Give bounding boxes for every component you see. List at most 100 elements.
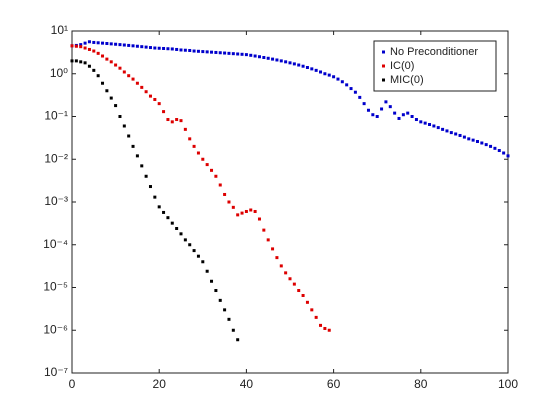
marker [323, 72, 327, 76]
marker [244, 209, 248, 213]
x-tick-label: 40 [240, 377, 254, 391]
marker [223, 192, 227, 196]
marker [345, 83, 349, 87]
marker [92, 68, 96, 72]
marker [319, 70, 323, 74]
marker [214, 50, 218, 54]
marker [236, 213, 240, 217]
marker [74, 44, 78, 48]
marker [87, 64, 91, 68]
marker [118, 66, 122, 70]
marker [162, 110, 166, 114]
marker [441, 127, 445, 131]
x-tick-label: 80 [414, 377, 428, 391]
marker [87, 47, 91, 51]
marker [406, 111, 410, 115]
marker [114, 63, 118, 67]
marker [153, 46, 157, 50]
y-tick-label: 10¹ [51, 23, 68, 37]
marker [157, 46, 161, 50]
marker [109, 60, 113, 64]
marker [218, 51, 222, 55]
x-tick-label: 60 [327, 377, 341, 391]
marker [493, 146, 497, 150]
marker [118, 115, 122, 118]
y-tick-label: 10⁻³ [44, 194, 68, 208]
marker [284, 271, 288, 275]
marker [362, 102, 366, 106]
marker [101, 81, 105, 85]
marker [301, 64, 305, 68]
marker [127, 134, 131, 138]
marker [497, 149, 501, 153]
marker [366, 108, 370, 112]
marker [122, 124, 126, 128]
legend-box [373, 40, 497, 92]
legend-marker [382, 78, 385, 82]
marker [96, 41, 100, 45]
marker [375, 115, 379, 118]
marker [214, 174, 218, 178]
marker [179, 48, 183, 52]
marker [480, 141, 484, 145]
marker [157, 102, 161, 106]
marker [188, 137, 192, 141]
marker [253, 54, 257, 58]
marker [201, 157, 205, 161]
marker [458, 133, 462, 137]
marker [218, 298, 222, 302]
marker [445, 129, 449, 133]
marker [148, 46, 152, 50]
marker [140, 45, 144, 49]
marker [166, 47, 170, 51]
marker [358, 95, 362, 99]
marker [314, 68, 318, 72]
marker [419, 120, 423, 124]
marker [231, 328, 235, 332]
legend-label: IC(0) [390, 60, 414, 72]
marker [240, 52, 244, 56]
marker [257, 217, 261, 221]
marker [227, 51, 231, 55]
marker [140, 85, 144, 89]
marker [288, 277, 292, 281]
marker [92, 40, 96, 44]
marker [327, 328, 331, 332]
marker [83, 46, 87, 50]
marker [349, 87, 353, 91]
marker [153, 97, 157, 101]
marker [414, 118, 418, 122]
marker [127, 43, 131, 47]
marker [310, 308, 314, 312]
marker [183, 127, 187, 131]
marker [179, 232, 183, 236]
marker [135, 44, 139, 48]
marker [227, 317, 231, 321]
marker [109, 42, 113, 46]
marker [410, 115, 414, 118]
marker [292, 62, 296, 66]
marker [166, 216, 170, 220]
marker [301, 293, 305, 297]
marker [135, 154, 139, 158]
marker [271, 57, 275, 61]
marker [118, 43, 122, 47]
marker [332, 75, 336, 79]
marker [393, 111, 397, 115]
marker [271, 247, 275, 251]
marker [188, 243, 192, 247]
marker [105, 42, 109, 46]
marker [162, 210, 166, 214]
marker [175, 47, 179, 51]
marker [83, 41, 87, 45]
marker [96, 74, 100, 78]
marker [262, 55, 266, 59]
marker [388, 105, 392, 109]
marker [83, 61, 87, 65]
marker [284, 60, 288, 64]
marker [218, 183, 222, 187]
marker [223, 51, 227, 55]
marker [231, 205, 235, 209]
marker [79, 43, 83, 47]
y-tick-label: 10⁰ [50, 66, 68, 80]
